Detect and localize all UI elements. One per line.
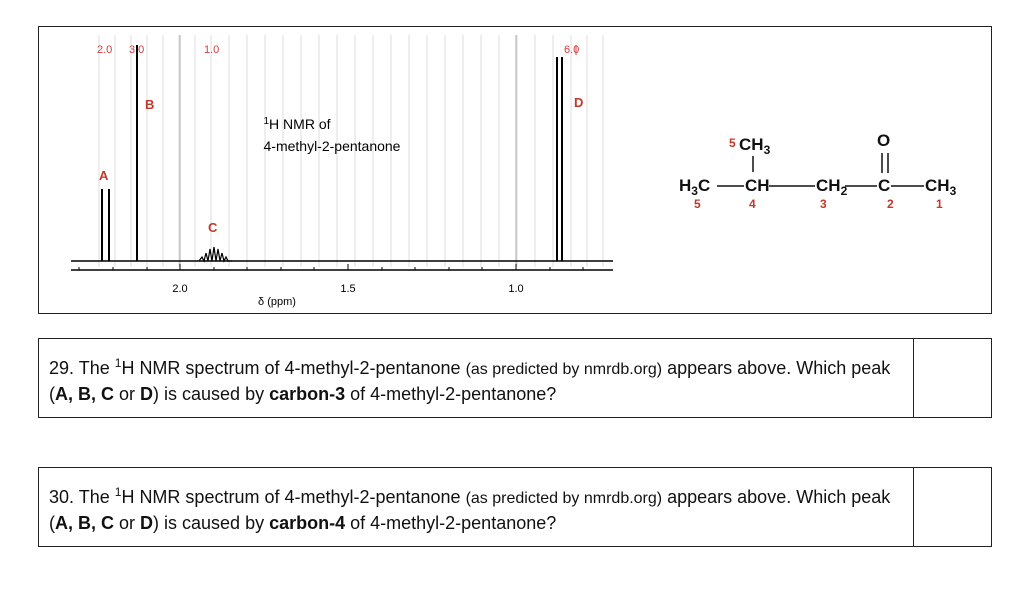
group-o: O: [877, 131, 890, 150]
number-1: 1: [936, 197, 943, 211]
x-tick-1-5: 1.5: [340, 283, 355, 295]
question-number: 29.: [49, 358, 75, 378]
group-c: C: [878, 176, 890, 195]
nmr-spectrum-figure: 2.0 3.0 1.0 6.0 B A C D 1H NMR of 4-meth…: [71, 35, 957, 308]
peak-c-multiplet: [198, 246, 232, 263]
spectrum-title-line2: 4-methyl-2-pentanone: [264, 138, 401, 154]
question-29-box: 29. The 1H NMR spectrum of 4-methyl-2-pe…: [38, 338, 992, 418]
question-29-text: 29. The 1H NMR spectrum of 4-methyl-2-pe…: [49, 356, 891, 404]
x-tick-2-0: 2.0: [172, 283, 187, 295]
spectrum-title-line1: 1H NMR of: [263, 116, 330, 132]
number-2: 2: [887, 197, 894, 211]
x-tick-1-0: 1.0: [508, 283, 523, 295]
number-3: 3: [820, 197, 827, 211]
figure-panel: 2.0 3.0 1.0 6.0 B A C D 1H NMR of 4-meth…: [38, 26, 992, 314]
number-4: 4: [749, 197, 756, 211]
group-ch: CH: [745, 176, 770, 195]
integral-c: 1.0: [204, 44, 219, 56]
peak-label-b: B: [145, 97, 154, 112]
spectrum-peaks: [101, 45, 563, 261]
x-axis-ticks: [78, 264, 584, 270]
group-ch3-branch: CH3: [739, 135, 771, 157]
peak-label-a: A: [99, 168, 109, 183]
x-axis-label: δ (ppm): [258, 296, 296, 308]
peak-label-d: D: [574, 95, 583, 110]
question-30-box: 30. The 1H NMR spectrum of 4-methyl-2-pe…: [38, 467, 992, 547]
group-ch2: CH2: [816, 176, 848, 198]
number-5-top: 5: [729, 136, 736, 150]
structure-4-methyl-2-pentanone: H3C 5 CH 4 CH2 3 C 2 CH3 1 5 CH3 O: [679, 131, 957, 211]
answer-box-29[interactable]: [913, 339, 991, 417]
integral-d: 6.0: [564, 44, 579, 56]
spectrum-grid: [98, 35, 604, 267]
group-ch3-right: CH3: [925, 176, 957, 198]
answer-box-30[interactable]: [913, 468, 991, 546]
peak-label-c: C: [208, 220, 218, 235]
group-h3c: H3C: [679, 176, 710, 198]
number-5-left: 5: [694, 197, 701, 211]
integral-a: 2.0: [97, 44, 112, 56]
question-30-text: 30. The 1H NMR spectrum of 4-methyl-2-pe…: [49, 485, 891, 533]
question-number: 30.: [49, 487, 75, 507]
